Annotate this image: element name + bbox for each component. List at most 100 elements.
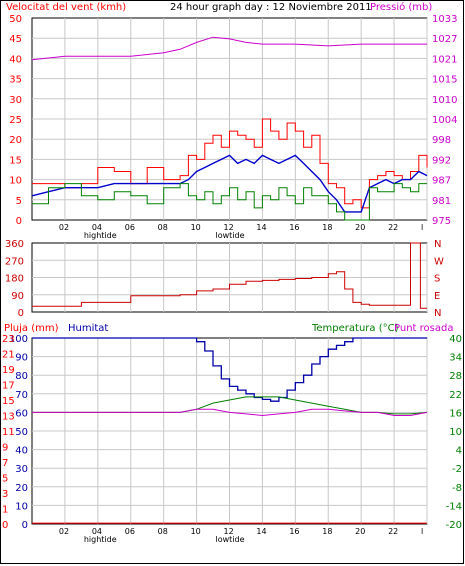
rain-tick-label: 0 [2,520,8,531]
time-tick-label: 18 [322,223,332,232]
time-tick-label: 08 [158,527,168,536]
rain-legend: Pluja (mm) [4,323,59,334]
speed-tick-label: 5 [16,196,22,207]
humidity-tick-label: 20 [15,483,28,494]
temperature-legend: Temperatura (°C) [311,323,399,334]
gust-series-line [32,118,428,209]
speed-tick-label: 10 [9,176,22,187]
temperature-tick-label: 28 [449,371,462,382]
humidity-legend: Humitat [68,323,108,334]
speed-tick-label: 15 [9,155,22,166]
time-tick-label: l [421,223,423,232]
direction-tick-label: 270 [5,256,24,267]
temperature-tick-label: 4 [456,446,462,457]
dewpoint-series-line [32,408,428,417]
humidity-series-line [32,337,427,402]
temperature-tick-label: 34 [449,353,462,364]
time-tick-label: 04 [92,223,102,232]
time-tick-label: 10 [191,223,201,232]
time-tick-label: 16 [289,223,299,232]
rain-tick-label: 15 [2,396,15,407]
pressure-tick-label: 987 [432,176,451,187]
humidity-tick-label: 90 [15,353,28,364]
time-tick-label: 14 [256,223,266,232]
hightide-label: hightide [84,231,117,240]
time-tick-label: 08 [158,223,168,232]
grid-layer [32,18,428,524]
temperature-tick-label: -8 [452,483,462,494]
rain-tick-label: 13 [2,412,15,423]
direction-tick-label: 90 [11,291,24,302]
time-tick-label: 14 [256,527,266,536]
time-tick-label: 22 [388,527,398,536]
time-tick-label: l [421,527,423,536]
humidity-tick-label: 30 [15,464,28,475]
compass-tick-label: E [434,291,440,302]
pressure-tick-label: 1004 [432,115,457,126]
rain-tick-label: 5 [2,474,8,485]
speed-tick-label: 35 [9,75,22,86]
graph-title: 24 hour graph day : 12 Noviembre 2011 [170,2,372,13]
temperature-tick-label: -2 [452,464,462,475]
direction-series-line [32,242,427,309]
pressure-tick-label: 981 [432,196,451,207]
humidity-tick-label: 10 [15,501,28,512]
pressure-axis-title: Pressió (mb) [370,1,432,13]
temperature-tick-label: 40 [449,334,462,345]
rain-tick-label: 21 [2,350,15,361]
pressure-tick-label: 992 [432,155,451,166]
compass-tick-label: N [434,308,441,319]
speed-tick-label: 0 [16,216,22,227]
time-tick-label: 16 [289,527,299,536]
pressure-tick-label: 1021 [432,54,457,65]
pressure-tick-label: 998 [432,135,451,146]
rain-tick-label: 7 [2,458,8,469]
lull-series-line [32,183,427,221]
humidity-tick-label: 80 [15,371,28,382]
speed-tick-label: 25 [9,115,22,126]
time-tick-label: 20 [355,527,365,536]
rain-tick-label: 19 [2,365,15,376]
temperature-tick-label: -20 [446,520,462,531]
speed-tick-label: 30 [9,95,22,106]
time-tick-label: 18 [322,527,332,536]
speed-tick-label: 20 [9,135,22,146]
speed-tick-label: 50 [9,14,22,25]
compass-tick-label: N [434,239,441,250]
humidity-tick-label: 40 [15,446,28,457]
temperature-tick-label: 10 [449,427,462,438]
rain-tick-label: 1 [2,505,8,516]
pressure-series-line [31,36,427,61]
lowtide-label: lowtide [216,535,245,544]
humidity-tick-label: 70 [15,390,28,401]
speed-axis-title: Velocitat del vent (kmh) [6,2,126,13]
humidity-tick-label: 100 [9,334,28,345]
temperature-tick-label: -14 [446,501,462,512]
humidity-tick-label: 60 [15,408,28,419]
compass-tick-label: S [434,274,440,285]
hightide-label: hightide [84,535,117,544]
time-tick-label: 02 [59,527,69,536]
pressure-tick-label: 1033 [432,14,457,25]
direction-tick-label: 360 [5,239,24,250]
time-tick-label: 12 [224,223,234,232]
time-tick-label: 06 [125,223,135,232]
direction-tick-label: 180 [5,274,24,285]
rain-tick-label: 9 [2,443,8,454]
compass-tick-label: W [434,256,444,267]
rain-tick-label: 3 [2,489,8,500]
temperature-tick-label: 22 [449,390,462,401]
pressure-tick-label: 1027 [432,34,457,45]
time-tick-label: 22 [388,223,398,232]
time-tick-label: 12 [224,527,234,536]
rain-tick-label: 23 [2,334,15,345]
humidity-tick-label: 0 [22,520,28,531]
pressure-tick-label: 975 [432,216,451,227]
rain-tick-label: 17 [2,381,15,392]
lowtide-label: lowtide [216,231,245,240]
rain-tick-label: 11 [2,427,15,438]
